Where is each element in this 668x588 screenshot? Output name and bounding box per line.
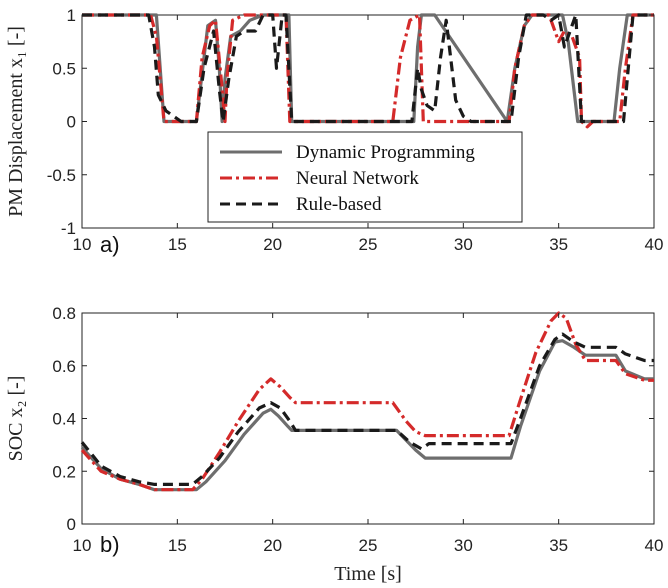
y-tick-label: 0.5 <box>52 59 76 78</box>
x-tick-label: 40 <box>645 536 664 555</box>
y-tick-label: 0.6 <box>52 357 76 376</box>
x-tick-label: 15 <box>168 235 187 254</box>
y-tick-label: 0.4 <box>52 410 76 429</box>
legend-label-neural-network: Neural Network <box>296 168 419 189</box>
x-tick-label: 20 <box>263 235 282 254</box>
y-tick-label: 0.8 <box>52 304 76 323</box>
y-tick-label: 0 <box>67 515 76 534</box>
panel-b-tag: b) <box>100 532 120 557</box>
y-tick-label: -1 <box>61 219 76 238</box>
x-tick-label: 40 <box>645 235 664 254</box>
legend-label-rule-based: Rule-based <box>296 194 382 215</box>
panel-b-xlabel: Time [s] <box>334 563 402 585</box>
x-tick-label: 30 <box>454 235 473 254</box>
series-line-neural-network <box>80 311 654 492</box>
panel-b-series <box>80 311 654 492</box>
panel-b-axes: 10 15 20 25 30 35 40 0 0.2 0.4 0.6 0.8 <box>52 304 663 555</box>
series-line-dynamic-programming <box>82 13 654 124</box>
legend-label-dynamic-programming: Dynamic Programming <box>296 142 475 163</box>
panel-a-axes: 10 15 20 25 30 35 40 -1 -0.5 0 0.5 1 <box>47 6 664 254</box>
panel-b-ylabel: SOC x₂ [-] <box>5 376 27 462</box>
series-line-rule-based <box>80 332 654 486</box>
series-line-dynamic-programming <box>80 339 654 492</box>
panel-a: 10 15 20 25 30 35 40 -1 -0.5 0 0.5 1 PM Displacemen… <box>5 6 663 257</box>
x-tick-label: 10 <box>73 536 92 555</box>
x-tick-label: 35 <box>549 536 568 555</box>
panel-a-series <box>82 13 654 129</box>
y-tick-label: 1 <box>67 6 76 25</box>
x-tick-label: 25 <box>359 235 378 254</box>
y-tick-label: 0.2 <box>52 462 76 481</box>
panel-a-tag: a) <box>100 232 120 257</box>
x-tick-label: 20 <box>263 536 282 555</box>
x-tick-label: 25 <box>359 536 378 555</box>
panel-a-ylabel: PM Displacement x₁ [-] <box>5 26 27 217</box>
panel-b: 10 15 20 25 30 35 40 0 0.2 0.4 0.6 0.8 SOC x₂ [-] b… <box>5 304 663 585</box>
y-tick-label: 0 <box>67 113 76 132</box>
x-tick-label: 10 <box>73 235 92 254</box>
y-tick-label: -0.5 <box>47 166 76 185</box>
x-tick-label: 35 <box>549 235 568 254</box>
x-tick-label: 15 <box>168 536 187 555</box>
x-tick-label: 30 <box>454 536 473 555</box>
legend: Dynamic Programming Neural Network Rule-ba… <box>207 131 523 223</box>
series-line-rule-based <box>82 13 654 124</box>
